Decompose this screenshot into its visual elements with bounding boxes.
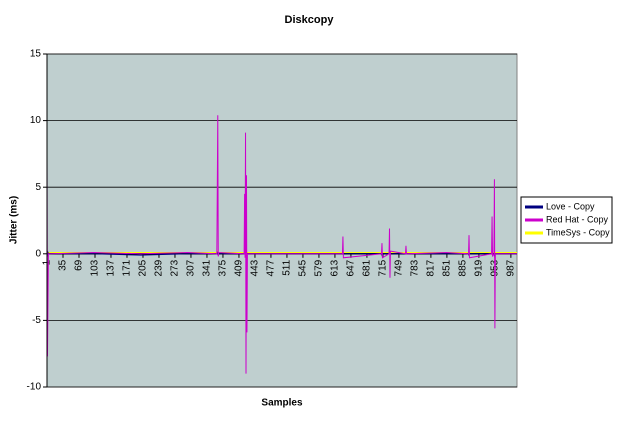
- series-line: [46, 115, 517, 374]
- x-tick-label: 681: [362, 259, 373, 276]
- y-tick-label: 0: [35, 248, 41, 259]
- y-tick-label: -10: [27, 382, 42, 393]
- x-tick-label: 579: [314, 259, 325, 276]
- x-tick-label: 749: [394, 259, 405, 276]
- x-tick-label: 511: [282, 259, 293, 275]
- x-axis-label: Samples: [261, 398, 303, 409]
- x-tick-label: 171: [122, 259, 133, 276]
- y-tick-label: -5: [32, 315, 41, 326]
- legend-label: TimeSys - Copy: [546, 227, 610, 237]
- plot-area: [46, 53, 518, 388]
- x-tick-label: 103: [90, 259, 101, 276]
- x-tick-label: 307: [186, 259, 197, 276]
- x-tick-label: 205: [138, 259, 149, 276]
- x-tick-label: 375: [218, 259, 229, 276]
- x-tick-label: 817: [426, 259, 437, 276]
- x-tick-label: 409: [234, 259, 245, 276]
- x-tick-label: 69: [74, 259, 85, 271]
- x-tick-label: 987: [506, 259, 517, 276]
- x-tick-label: 341: [202, 259, 213, 276]
- x-tick-label: 851: [442, 259, 453, 276]
- x-tick-label: 443: [250, 259, 261, 276]
- x-tick-label: 137: [106, 259, 117, 276]
- x-tick-label: 35: [58, 259, 69, 271]
- x-tick-label: 919: [474, 259, 485, 276]
- legend-label: Red Hat - Copy: [546, 214, 609, 224]
- chart-title: Diskcopy: [285, 14, 335, 26]
- x-tick-label: 647: [346, 259, 357, 276]
- y-tick-label: 10: [30, 115, 42, 126]
- y-tick-label: 15: [30, 49, 42, 60]
- x-tick-label: 783: [410, 259, 421, 276]
- x-tick-label: 613: [330, 259, 341, 276]
- y-axis-label: Jitter (ms): [9, 196, 20, 244]
- x-tick-label: 545: [298, 259, 309, 276]
- y-tick-label: 5: [35, 182, 41, 193]
- x-tick-label: 477: [266, 259, 277, 276]
- x-tick-label: 273: [170, 259, 181, 276]
- x-tick-label: 715: [378, 259, 389, 276]
- x-tick-label: 885: [458, 259, 469, 276]
- legend-label: Love - Copy: [546, 201, 595, 211]
- x-tick-label: 239: [154, 259, 165, 276]
